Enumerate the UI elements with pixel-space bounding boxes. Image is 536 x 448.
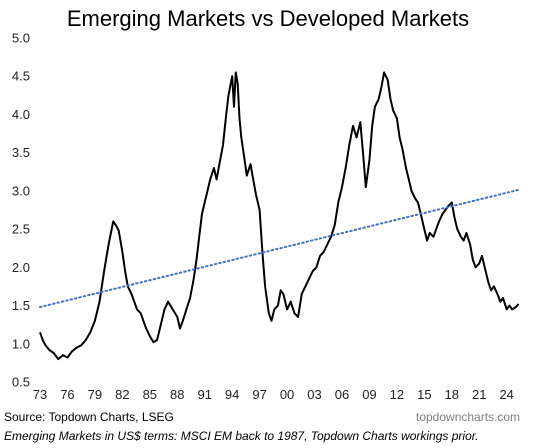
y-tick-label: 4.0 — [12, 107, 30, 122]
x-tick-label: 94 — [225, 387, 239, 402]
y-tick-label: 0.5 — [12, 375, 30, 390]
x-tick-label: 88 — [170, 387, 184, 402]
y-tick-label: 4.5 — [12, 69, 30, 84]
watermark: topdowncharts.com — [416, 410, 521, 424]
y-tick-label: 1.5 — [12, 298, 30, 313]
series-layer — [39, 71, 522, 361]
x-tick-label: 03 — [307, 387, 321, 402]
x-tick-label: 21 — [472, 387, 486, 402]
y-tick-label: 2.5 — [12, 222, 30, 237]
x-tick-label: 85 — [143, 387, 157, 402]
x-tick-label: 18 — [445, 387, 459, 402]
y-axis: 0.5 1.0 1.5 2.0 2.5 3.0 3.5 4.0 4.5 5.0 — [12, 31, 30, 390]
y-tick-label: 5.0 — [12, 31, 30, 46]
x-tick-label: 06 — [335, 387, 349, 402]
series-line — [39, 71, 520, 361]
y-tick-label: 1.0 — [12, 336, 30, 351]
x-tick-label: 82 — [115, 387, 129, 402]
x-tick-label: 09 — [362, 387, 376, 402]
x-axis: 73 76 79 82 85 88 91 94 97 00 03 06 09 12 15 18 21 24 — [33, 387, 514, 402]
chart-title: Emerging Markets vs Developed Markets — [66, 6, 470, 31]
trend-line — [39, 188, 522, 309]
x-tick-label: 24 — [499, 387, 513, 402]
y-tick-label: 2.0 — [12, 260, 30, 275]
y-tick-label: 3.0 — [12, 183, 30, 198]
x-tick-label: 97 — [252, 387, 266, 402]
x-tick-label: 12 — [390, 387, 404, 402]
x-tick-label: 76 — [60, 387, 74, 402]
x-tick-label: 73 — [33, 387, 47, 402]
y-tick-label: 3.5 — [12, 145, 30, 160]
x-tick-label: 00 — [280, 387, 294, 402]
source-note: Source: Topdown Charts, LSEG — [4, 410, 174, 424]
x-tick-label: 91 — [197, 387, 211, 402]
x-tick-label: 79 — [88, 387, 102, 402]
footnote: Emerging Markets in US$ terms: MSCI EM b… — [4, 429, 479, 443]
x-tick-label: 15 — [417, 387, 431, 402]
